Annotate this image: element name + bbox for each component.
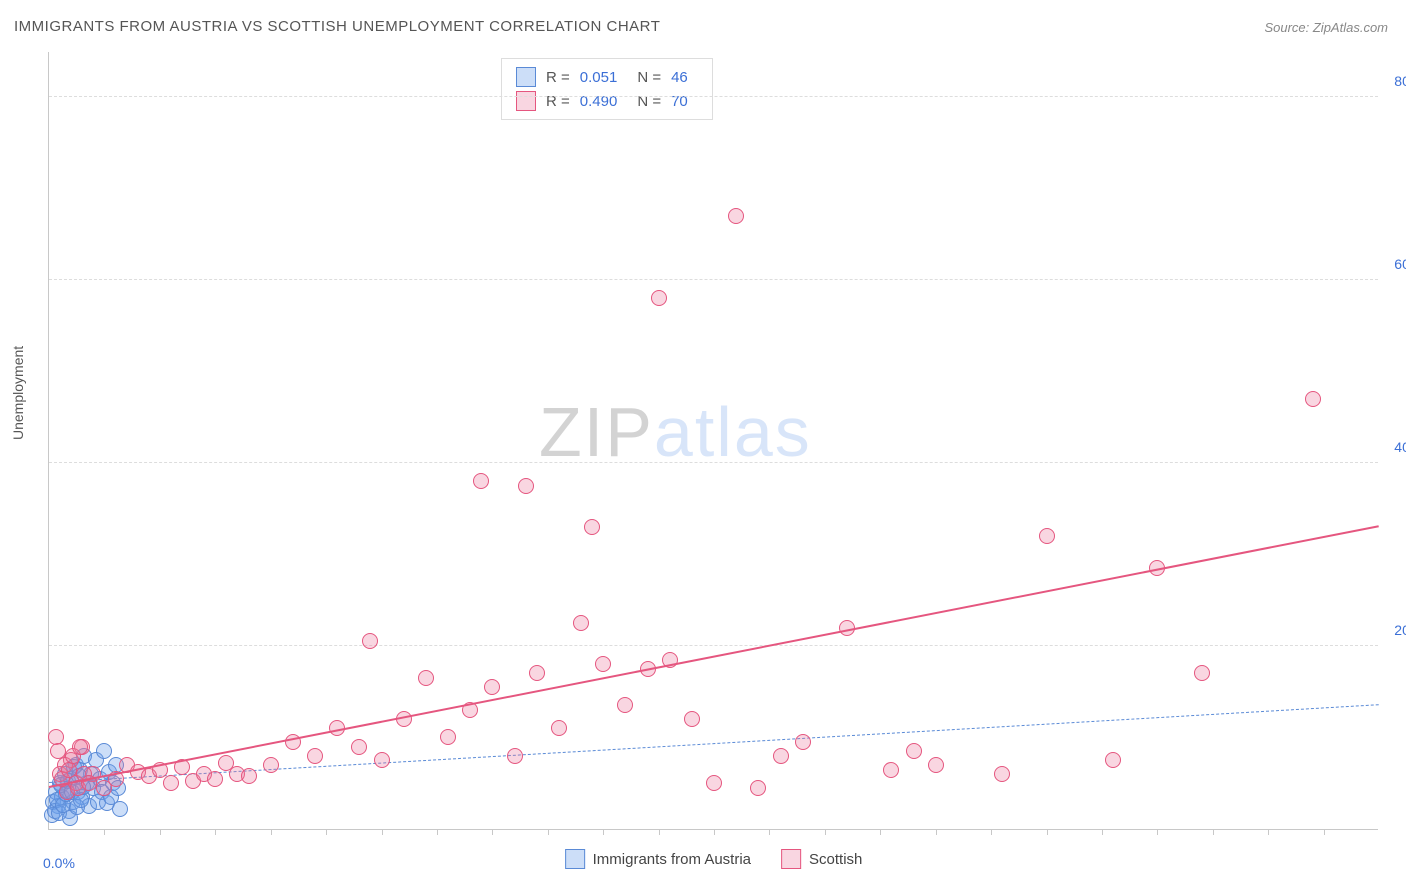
y-tick-label: 80.0%	[1384, 73, 1406, 89]
data-point	[795, 734, 811, 750]
gridline	[49, 645, 1378, 646]
data-point	[374, 752, 390, 768]
data-point	[263, 757, 279, 773]
x-tick	[437, 829, 438, 835]
x-tick	[880, 829, 881, 835]
x-tick	[326, 829, 327, 835]
data-point	[773, 748, 789, 764]
legend-label: Scottish	[809, 851, 862, 868]
data-point	[617, 697, 633, 713]
data-point	[307, 748, 323, 764]
swatch-icon	[781, 849, 801, 869]
data-point	[595, 656, 611, 672]
legend-label: Immigrants from Austria	[593, 851, 751, 868]
series-legend: Immigrants from Austria Scottish	[565, 849, 863, 869]
data-point	[883, 762, 899, 778]
data-point	[551, 720, 567, 736]
scatter-chart: ZIPatlas R = 0.051N = 46R = 0.490N = 70 …	[48, 52, 1378, 830]
x-tick	[769, 829, 770, 835]
x-tick	[492, 829, 493, 835]
x-tick	[1213, 829, 1214, 835]
data-point	[96, 743, 112, 759]
x-tick	[936, 829, 937, 835]
data-point	[529, 665, 545, 681]
data-point	[207, 771, 223, 787]
chart-title: IMMIGRANTS FROM AUSTRIA VS SCOTTISH UNEM…	[14, 18, 660, 35]
legend-row: R = 0.490N = 70	[516, 89, 698, 113]
swatch-icon	[516, 67, 536, 87]
data-point	[473, 473, 489, 489]
data-point	[1105, 752, 1121, 768]
data-point	[651, 290, 667, 306]
swatch-icon	[516, 91, 536, 111]
data-point	[584, 519, 600, 535]
data-point	[484, 679, 500, 695]
x-axis-min-label: 0.0%	[43, 855, 75, 871]
data-point	[706, 775, 722, 791]
data-point	[994, 766, 1010, 782]
data-point	[72, 739, 88, 755]
x-tick	[548, 829, 549, 835]
data-point	[507, 748, 523, 764]
data-point	[1194, 665, 1210, 681]
x-tick	[382, 829, 383, 835]
data-point	[163, 775, 179, 791]
data-point	[351, 739, 367, 755]
data-point	[112, 801, 128, 817]
correlation-legend: R = 0.051 N = 46 R = 0.490N = 70	[501, 58, 713, 120]
trend-line	[49, 525, 1379, 788]
data-point	[1039, 528, 1055, 544]
legend-row: R = 0.051 N = 46	[516, 65, 698, 89]
x-tick	[1102, 829, 1103, 835]
data-point	[928, 757, 944, 773]
gridline	[49, 279, 1378, 280]
x-tick	[991, 829, 992, 835]
r-label: R =	[546, 69, 570, 86]
x-tick	[104, 829, 105, 835]
source-attribution: Source: ZipAtlas.com	[1264, 20, 1388, 35]
data-point	[1305, 391, 1321, 407]
data-point	[418, 670, 434, 686]
data-point	[61, 762, 77, 778]
data-point	[440, 729, 456, 745]
legend-item-austria: Immigrants from Austria	[565, 849, 751, 869]
x-tick	[825, 829, 826, 835]
data-point	[684, 711, 700, 727]
y-tick-label: 20.0%	[1384, 622, 1406, 638]
y-tick-label: 60.0%	[1384, 256, 1406, 272]
gridline	[49, 462, 1378, 463]
y-tick-label: 40.0%	[1384, 439, 1406, 455]
data-point	[518, 478, 534, 494]
n-label: N =	[637, 69, 661, 86]
gridline	[49, 96, 1378, 97]
data-point	[241, 768, 257, 784]
x-tick	[603, 829, 604, 835]
data-point	[362, 633, 378, 649]
n-value: 46	[671, 69, 688, 86]
x-tick	[215, 829, 216, 835]
watermark: ZIPatlas	[539, 392, 812, 472]
x-tick	[1157, 829, 1158, 835]
y-axis-label: Unemployment	[10, 346, 26, 440]
x-tick	[714, 829, 715, 835]
x-tick	[160, 829, 161, 835]
x-tick	[1268, 829, 1269, 835]
data-point	[750, 780, 766, 796]
r-value: 0.051	[580, 69, 618, 86]
x-tick	[659, 829, 660, 835]
x-tick	[1324, 829, 1325, 835]
data-point	[906, 743, 922, 759]
x-tick	[1047, 829, 1048, 835]
swatch-icon	[565, 849, 585, 869]
legend-item-scottish: Scottish	[781, 849, 862, 869]
data-point	[573, 615, 589, 631]
x-tick	[271, 829, 272, 835]
data-point	[728, 208, 744, 224]
